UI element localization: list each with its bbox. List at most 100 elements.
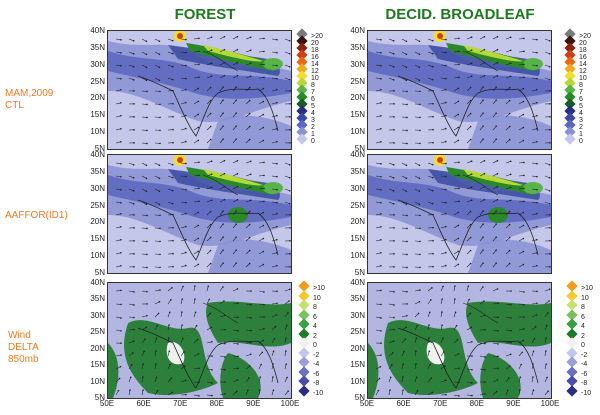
- legend-label: 8: [311, 82, 315, 89]
- row-label-aaffor: AAFFOR(ID1): [5, 210, 68, 221]
- legend-label: >20: [579, 33, 591, 40]
- y-tick-label: 15N: [350, 234, 365, 244]
- x-tick-label: 50E: [359, 399, 375, 408]
- y-tick-label: 25N: [350, 200, 365, 210]
- legend-label: 2: [313, 332, 317, 340]
- legend-entry: -6: [566, 365, 593, 378]
- legend-entry: -8: [566, 375, 593, 387]
- legend-label: -6: [581, 370, 588, 378]
- legend-entry: 20: [564, 35, 591, 47]
- legend-entry: 6: [564, 91, 591, 103]
- y-tick-label: 20N: [90, 217, 105, 227]
- legend-entry: 14: [564, 56, 591, 68]
- x-tick-label: 100E: [280, 399, 300, 408]
- y-tick-label: 5N: [354, 144, 365, 153]
- legend-label: 18: [311, 47, 319, 54]
- y-tick-label: 10N: [350, 376, 365, 386]
- map-ctl-decid: [367, 30, 552, 150]
- legend-entry: -6: [298, 365, 325, 378]
- legend-entry: -8: [298, 375, 325, 387]
- legend-label: 12: [311, 68, 319, 75]
- map-aaffor-forest: [107, 154, 292, 274]
- legend-label: 10: [311, 75, 319, 82]
- map-canvas: [108, 155, 291, 273]
- x-tick-label: 70E: [173, 399, 188, 408]
- legend-label: 8: [581, 304, 585, 311]
- legend-label: 18: [579, 47, 587, 54]
- y-tick-label: 30N: [90, 310, 105, 320]
- x-tick-label: 50E: [99, 399, 115, 408]
- legend-label: 8: [579, 82, 583, 89]
- legend-precip-top: >20 20 18 16 14 12 10 8 7 6 5 4 3 2 1 0: [296, 28, 323, 145]
- legend-delta-bottom-right: >10 10 8 6 4 2 0 -2 -4 -6 -8 -10: [566, 280, 593, 397]
- y-tick-label: 15N: [90, 110, 105, 120]
- legend-entry: 5: [296, 98, 323, 110]
- legend-delta-bottom: >10 10 8 6 4 2 0 -2 -4 -6 -8 -10: [298, 280, 325, 397]
- legend-entry: -2: [298, 346, 325, 359]
- legend-entry: -10: [566, 384, 593, 397]
- legend-label: -4: [313, 361, 320, 368]
- legend-entry: -10: [298, 384, 325, 397]
- y-tick-label: 25N: [90, 200, 105, 210]
- legend-entry: 20: [296, 35, 323, 47]
- legend-entry: 4: [298, 318, 325, 330]
- y-tick-label: 5N: [94, 393, 105, 402]
- legend-label: 0: [579, 138, 583, 145]
- legend-entry: -4: [566, 356, 593, 368]
- legend-entry: -4: [298, 356, 325, 368]
- legend-entry: >20: [296, 28, 323, 40]
- legend-label: 3: [311, 117, 315, 124]
- legend-label: 2: [311, 124, 315, 131]
- map-canvas: [368, 283, 551, 398]
- legend-entry: 6: [566, 308, 593, 321]
- x-tick-label: 80E: [209, 399, 224, 408]
- legend-entry: 7: [564, 84, 591, 96]
- legend-label: 2: [581, 332, 585, 340]
- legend-entry: 2: [566, 327, 593, 340]
- legend-entry: 12: [296, 63, 323, 75]
- legend-entry: 4: [296, 105, 323, 117]
- legend-label: 4: [579, 110, 583, 117]
- legend-entry: 4: [566, 318, 593, 330]
- legend-label: -8: [581, 380, 588, 387]
- legend-label: 2: [579, 124, 583, 131]
- legend-label: 10: [313, 294, 321, 302]
- legend-entry: 3: [564, 112, 591, 124]
- y-tick-label: 30N: [90, 183, 105, 193]
- legend-label: 0: [311, 138, 315, 145]
- y-tick-label: 40N: [90, 150, 105, 159]
- x-tick-label: 70E: [433, 399, 448, 408]
- legend-label: 14: [311, 61, 319, 68]
- map-delta-decid: [367, 282, 552, 399]
- y-tick-label: 15N: [90, 360, 105, 370]
- legend-entry: 14: [296, 56, 323, 68]
- legend-entry: 16: [296, 49, 323, 61]
- x-tick-label: 60E: [136, 399, 151, 408]
- legend-entry: 1: [564, 126, 591, 138]
- legend-label: 3: [579, 117, 583, 124]
- legend-swatch: [564, 133, 576, 145]
- y-tick-label: 30N: [90, 59, 105, 69]
- legend-entry: 0: [564, 133, 591, 145]
- legend-entry: 8: [298, 299, 325, 311]
- y-tick-label: 35N: [90, 166, 105, 176]
- y-tick-label: 30N: [350, 310, 365, 320]
- legend-swatch: [296, 133, 308, 145]
- legend-label: 6: [581, 313, 585, 321]
- legend-entry: 10: [298, 289, 325, 302]
- legend-label: -10: [581, 389, 592, 397]
- row-label-ctl: MAM,2009 CTL: [5, 88, 54, 111]
- legend-swatch: [566, 384, 578, 397]
- map-delta-forest: [107, 282, 292, 399]
- y-tick-label: 25N: [350, 327, 365, 337]
- legend-label: 4: [313, 323, 317, 330]
- y-tick-label: 25N: [350, 76, 365, 86]
- x-tick-label: 90E: [246, 399, 261, 408]
- legend-label: -4: [581, 361, 588, 368]
- y-tick-label: 10N: [90, 376, 105, 386]
- legend-label: 7: [579, 89, 583, 96]
- y-tick-label: 40N: [350, 150, 365, 159]
- legend-swatch: [298, 384, 310, 397]
- y-tick-label: 20N: [350, 93, 365, 103]
- legend-label: 20: [579, 40, 587, 47]
